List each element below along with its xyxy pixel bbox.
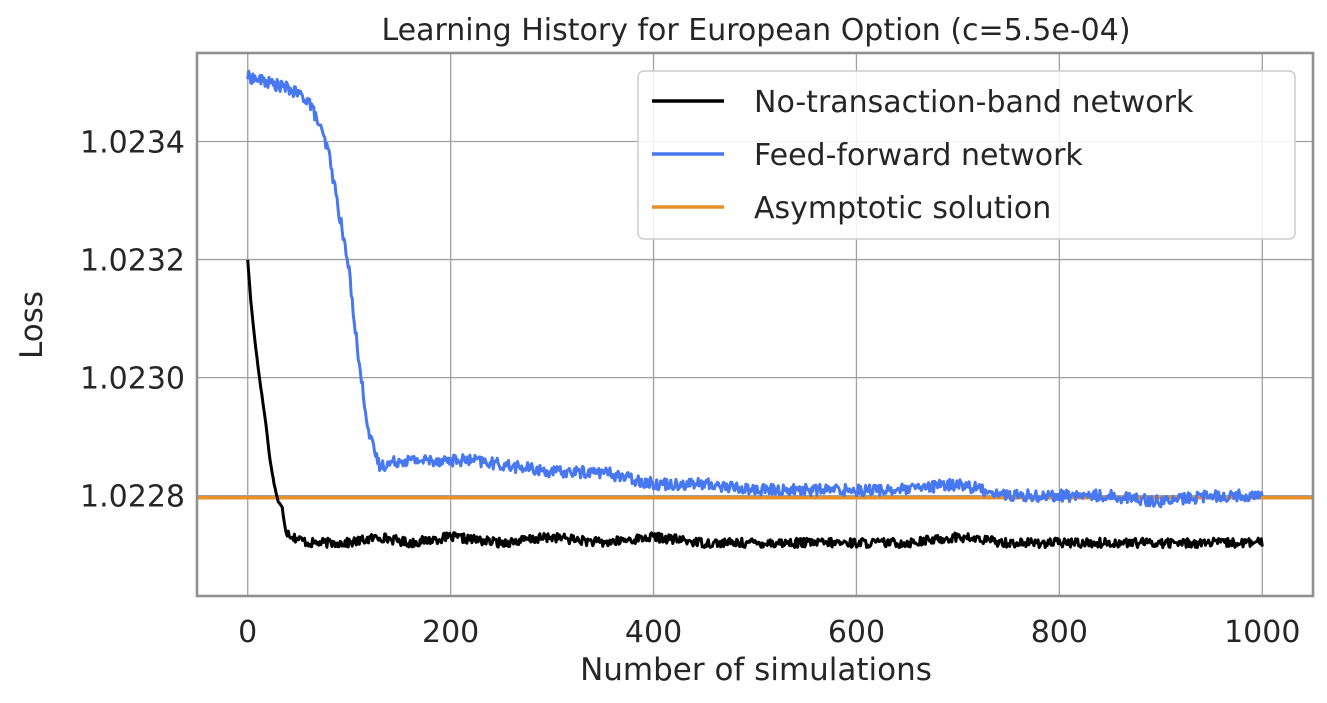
x-tick-label: 600 [828,615,885,650]
chart-title: Learning History for European Option (c=… [381,13,1130,48]
y-tick-label: 1.0230 [80,362,185,397]
legend-label-asymptotic: Asymptotic solution [754,191,1051,226]
legend-box [637,70,1296,240]
x-tick-label: 1000 [1224,615,1300,650]
x-tick-label: 400 [625,615,682,650]
legend-label-no-transaction-band: No-transaction-band network [754,85,1194,120]
y-tick-labels: 1.0228 1.0230 1.0232 1.0234 [80,126,185,515]
legend-label-feed-forward: Feed-forward network [754,138,1083,173]
x-tick-labels: 0 200 400 600 800 1000 [238,615,1300,650]
y-tick-label: 1.0228 [80,480,185,515]
plot-frame [195,51,1315,598]
legend: No-transaction-band network Feed-forward… [637,70,1296,240]
x-axis-label: Number of simulations [580,652,932,688]
y-axis-label: Loss [14,291,50,359]
series-line-feed-forward [246,69,1264,509]
series-layer [197,69,1313,550]
y-tick-label: 1.0232 [80,244,185,279]
x-tick-label: 200 [422,615,479,650]
x-tick-label: 0 [238,615,257,650]
y-tick-label: 1.0234 [80,126,185,161]
series-line-no-transaction-band [246,259,1264,550]
x-tick-label: 800 [1031,615,1088,650]
